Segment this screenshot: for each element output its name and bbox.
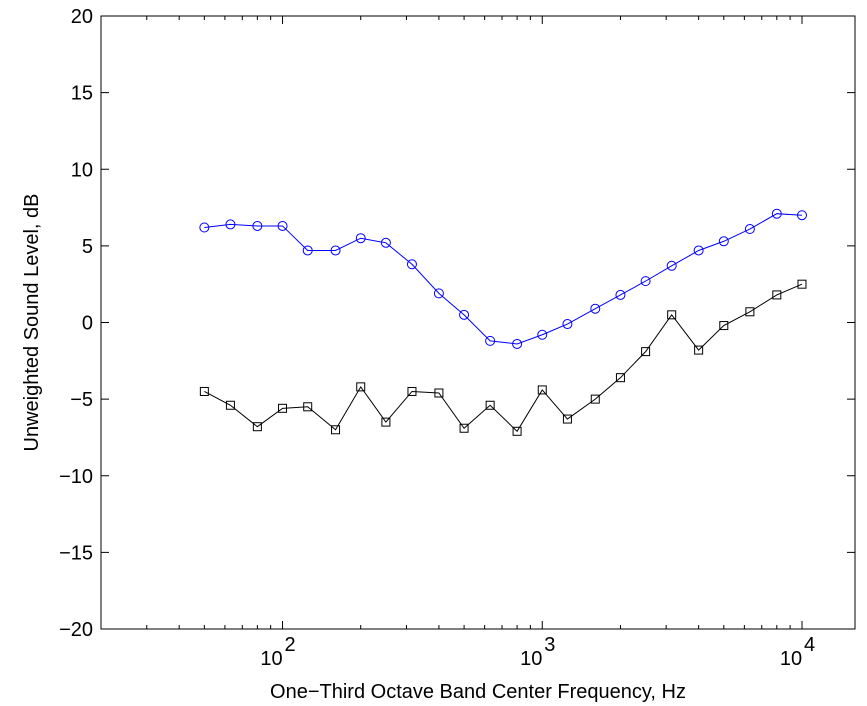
data-point <box>278 403 288 413</box>
series-1 <box>199 208 807 349</box>
y-tick-label: −10 <box>59 466 93 488</box>
data-point <box>772 290 782 300</box>
data-point <box>562 319 573 330</box>
data-point <box>615 373 625 383</box>
data-point <box>771 208 782 219</box>
y-tick-label: −15 <box>59 542 93 564</box>
data-point <box>485 400 495 410</box>
data-point <box>562 414 572 424</box>
data-point <box>693 245 704 256</box>
data-point <box>590 303 601 314</box>
data-point <box>796 210 807 221</box>
x-tick-label: 10 <box>780 648 802 670</box>
data-point <box>745 307 755 317</box>
data-point <box>252 422 262 432</box>
data-point <box>537 329 548 340</box>
data-point <box>407 386 417 396</box>
data-point <box>744 224 755 235</box>
x-tick-exponent: 3 <box>544 634 555 656</box>
series-layer <box>199 208 807 436</box>
data-point <box>719 321 729 331</box>
data-point <box>640 276 651 287</box>
data-point <box>225 219 236 230</box>
data-point <box>355 233 366 244</box>
x-tick-label: 10 <box>260 648 282 670</box>
data-point <box>225 400 235 410</box>
data-point <box>199 386 209 396</box>
x-tick-exponent: 4 <box>804 634 815 656</box>
data-point <box>303 402 313 412</box>
series-2 <box>199 279 807 436</box>
data-point <box>666 260 677 271</box>
data-point <box>590 394 600 404</box>
y-tick-label: −5 <box>70 389 93 411</box>
y-axis-title: Unweighted Sound Level, dB <box>21 194 43 452</box>
data-point <box>433 288 444 299</box>
plot-area <box>100 15 856 630</box>
data-point <box>537 385 547 395</box>
data-point <box>459 423 469 433</box>
x-tick-label: 10 <box>520 648 542 670</box>
data-point <box>641 347 651 357</box>
data-point <box>277 220 288 231</box>
data-point <box>434 388 444 398</box>
y-tick-label: 15 <box>71 83 93 105</box>
data-point <box>615 289 626 300</box>
data-point <box>406 259 417 270</box>
data-point <box>667 310 677 320</box>
data-point <box>512 426 522 436</box>
y-tick-label: −20 <box>59 619 93 641</box>
data-point <box>485 335 496 346</box>
y-tick-label: 10 <box>71 159 93 181</box>
data-point <box>380 237 391 248</box>
x-tick-exponent: 2 <box>285 634 296 656</box>
y-tick-label: 5 <box>82 236 93 258</box>
data-point <box>302 245 313 256</box>
x-axis-title: One−Third Octave Band Center Frequency, … <box>270 681 686 703</box>
data-point <box>512 338 523 349</box>
data-point <box>331 425 341 435</box>
data-point <box>252 220 263 231</box>
data-point <box>199 222 210 233</box>
data-point <box>718 236 729 247</box>
y-tick-label: 0 <box>82 313 93 335</box>
data-point <box>356 382 366 392</box>
data-point <box>694 345 704 355</box>
data-point <box>797 279 807 289</box>
data-point <box>459 309 470 320</box>
data-point <box>381 417 391 427</box>
data-point <box>330 245 341 256</box>
y-tick-label: 20 <box>71 6 93 28</box>
